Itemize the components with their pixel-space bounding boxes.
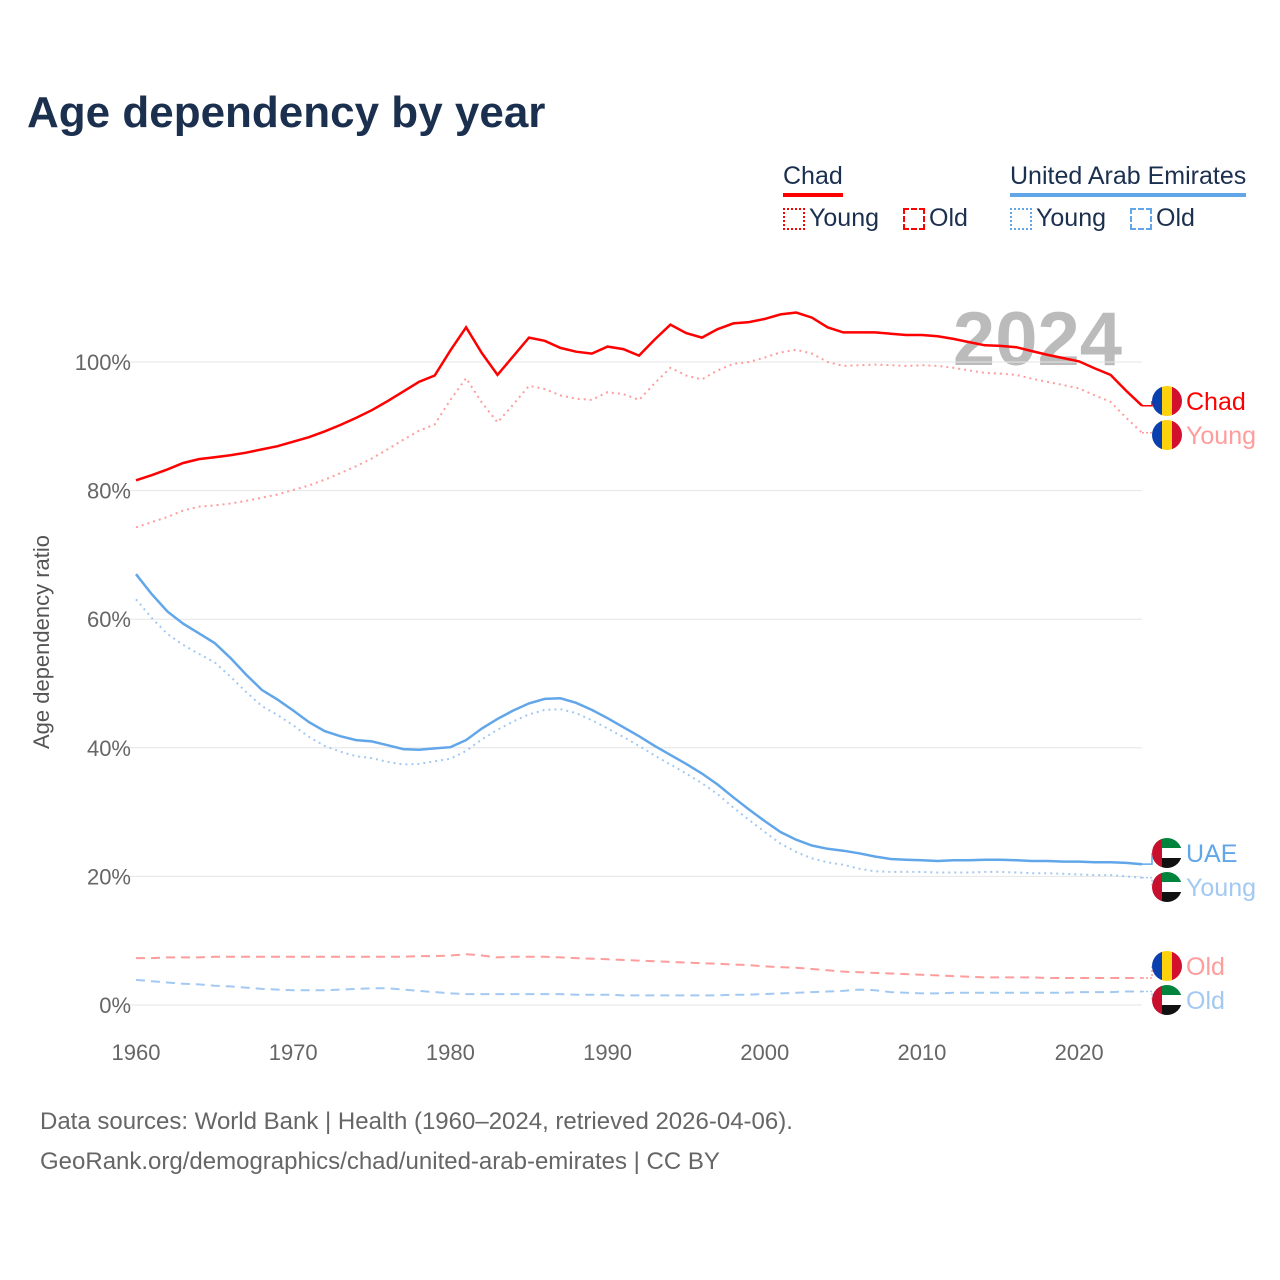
- y-tick-label: 40%: [87, 736, 131, 761]
- uae-flag-icon: [1152, 838, 1182, 868]
- dashed-swatch-icon: [1130, 207, 1152, 230]
- y-tick-label: 100%: [75, 350, 131, 375]
- legend-label: Old: [1156, 204, 1195, 232]
- chad-flag-icon: [1152, 386, 1182, 416]
- y-tick-label: 0%: [99, 993, 131, 1018]
- x-tick-label: 1990: [583, 1040, 632, 1065]
- y-tick-label: 80%: [87, 479, 131, 504]
- uae-flag-icon: [1152, 985, 1182, 1015]
- series-line-chad: [135, 311, 1143, 482]
- x-tick-label: 2010: [897, 1040, 946, 1065]
- x-tick-label: 2020: [1055, 1040, 1104, 1065]
- label-connector: [1142, 431, 1153, 435]
- end-label: Young: [1186, 422, 1256, 450]
- y-tick-label: 20%: [87, 864, 131, 889]
- legend-label: Young: [1036, 204, 1106, 232]
- end-label: UAE: [1186, 840, 1237, 868]
- series-line-united-arab-emirates-old: [135, 978, 1142, 997]
- series-line-united-arab-emirates-young: [135, 598, 1143, 879]
- legend-chad-young[interactable]: Young: [783, 204, 879, 233]
- dotted-swatch-icon: [1010, 207, 1032, 230]
- dotted-swatch-icon: [783, 207, 805, 230]
- label-connector: [1142, 401, 1153, 407]
- y-tick-label: 60%: [87, 607, 131, 632]
- legend-uae[interactable]: United Arab Emirates: [1010, 162, 1247, 197]
- legend-uae-young[interactable]: Young: [1010, 204, 1106, 233]
- end-label: Old: [1186, 953, 1225, 981]
- label-connector: [1142, 990, 1153, 1000]
- x-tick-label: 1960: [112, 1040, 161, 1065]
- end-label: Old: [1186, 987, 1225, 1015]
- x-tick-label: 1980: [426, 1040, 475, 1065]
- x-tick-label: 2000: [740, 1040, 789, 1065]
- end-label: Chad: [1186, 388, 1246, 416]
- end-label: Young: [1186, 874, 1256, 902]
- dashed-swatch-icon: [903, 207, 925, 230]
- label-connector: [1142, 876, 1153, 887]
- series-line-united-arab-emirates: [135, 573, 1143, 866]
- x-tick-label: 1970: [269, 1040, 318, 1065]
- legend-chad[interactable]: Chad: [783, 162, 843, 197]
- legend-chad-old[interactable]: Old: [903, 204, 968, 233]
- label-connector: [1142, 966, 1153, 979]
- chart-title: Age dependency by year: [27, 88, 546, 137]
- series-line-chad-old: [136, 953, 1142, 979]
- legend-label: Old: [929, 204, 968, 232]
- series-line-chad-young: [135, 348, 1143, 529]
- source-line: Data sources: World Bank | Health (1960–…: [40, 1108, 793, 1135]
- chad-flag-icon: [1152, 951, 1182, 981]
- legend-uae-old[interactable]: Old: [1130, 204, 1195, 233]
- chad-flag-icon: [1152, 420, 1182, 450]
- legend-label: Young: [809, 204, 879, 232]
- label-connector: [1142, 853, 1153, 865]
- attribution-line[interactable]: GeoRank.org/demographics/chad/united-ara…: [40, 1148, 720, 1175]
- uae-flag-icon: [1152, 872, 1182, 902]
